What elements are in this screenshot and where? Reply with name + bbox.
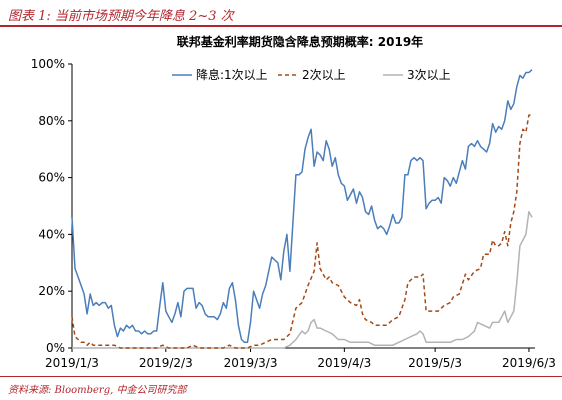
x-tick-label: 2019/3/3 bbox=[224, 356, 278, 370]
y-tick-label: 100% bbox=[31, 57, 65, 71]
legend-label-1: 降息:1次以上 bbox=[196, 67, 268, 82]
chart-title: 联邦基金利率期货隐含降息预期概率: 2019年 bbox=[177, 34, 423, 49]
x-tick-label: 2019/4/3 bbox=[317, 356, 371, 370]
legend-label-3: 3次以上 bbox=[407, 68, 451, 82]
series-layer bbox=[71, 69, 533, 349]
source-note: 资料来源: Bloomberg, 中金公司研究部 bbox=[8, 385, 187, 396]
series-line-2 bbox=[71, 114, 532, 349]
bottom-rule bbox=[0, 376, 562, 377]
y-tick-label: 20% bbox=[38, 284, 65, 298]
y-tick-label: 0% bbox=[46, 341, 65, 355]
line-chart: 联邦基金利率期货隐含降息预期概率: 2019年 0% 20% 40% 60% 80% 10… bbox=[31, 34, 556, 370]
x-tick-label: 2019/2/3 bbox=[139, 356, 193, 370]
y-tick-label: 60% bbox=[38, 171, 65, 185]
y-tick-label: 80% bbox=[38, 114, 65, 128]
series-line-3 bbox=[72, 210, 533, 349]
legend-label-2: 2次以上 bbox=[302, 68, 346, 82]
x-tick-label: 2019/6/3 bbox=[502, 356, 556, 370]
x-tick-label: 2019/5/3 bbox=[408, 356, 462, 370]
figure-title: 图表 1: 当前市场预期今年降息 2~3 次 bbox=[8, 9, 234, 24]
x-tick-label: 2019/1/3 bbox=[45, 356, 99, 370]
top-rule bbox=[0, 25, 562, 27]
series-line-1 bbox=[71, 69, 533, 344]
chart-legend: 降息:1次以上 2次以上 3次以上 bbox=[172, 67, 451, 82]
y-tick-label: 40% bbox=[38, 227, 65, 241]
